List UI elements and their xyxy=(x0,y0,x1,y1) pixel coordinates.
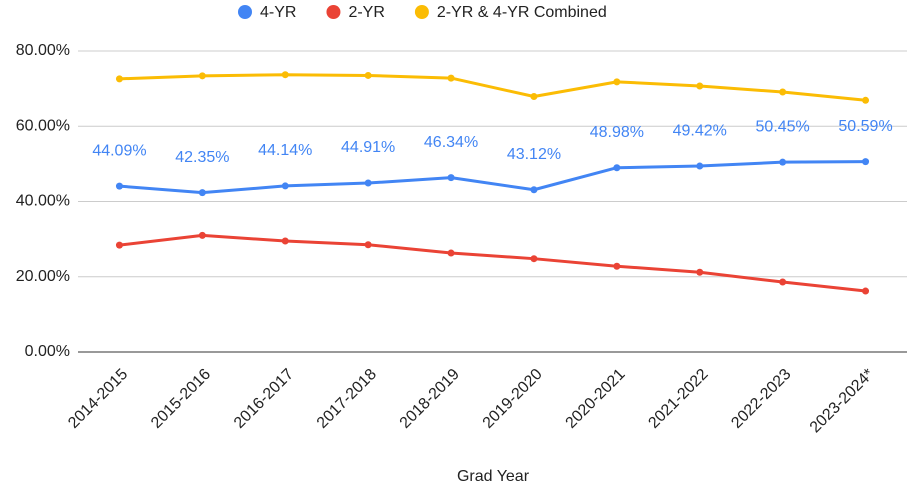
data-point xyxy=(198,189,206,197)
data-point xyxy=(862,96,870,104)
data-point xyxy=(779,158,787,166)
x-tick-label: 2022-2023 xyxy=(728,366,794,432)
data-point xyxy=(281,71,289,79)
x-tick-label: 2021-2022 xyxy=(645,366,711,432)
data-label: 44.14% xyxy=(258,142,312,159)
x-axis-label: Grad Year xyxy=(457,468,530,485)
legend-label: 4-YR xyxy=(260,4,296,21)
data-point xyxy=(447,174,455,182)
legend-label: 2-YR xyxy=(348,4,384,21)
data-point xyxy=(364,241,372,249)
data-point xyxy=(696,162,704,170)
data-point xyxy=(779,88,787,96)
x-tick-label: 2023-2024* xyxy=(807,366,878,437)
data-label: 48.98% xyxy=(590,124,644,141)
legend: 4-YR 2-YR 2-YR & 4-YR Combined xyxy=(238,4,607,21)
y-tick-label: 0.00% xyxy=(25,343,70,360)
data-point xyxy=(613,164,621,172)
data-point xyxy=(447,74,455,82)
data-point xyxy=(115,241,123,249)
series-line xyxy=(119,160,866,195)
legend-swatch xyxy=(326,5,341,19)
x-tick-label: 2018-2019 xyxy=(397,366,463,432)
data-label: 46.34% xyxy=(424,134,478,151)
data-label: 43.12% xyxy=(507,146,561,163)
legend-label: 2-YR & 4-YR Combined xyxy=(437,4,607,21)
data-point xyxy=(530,255,538,263)
data-label: 44.09% xyxy=(92,142,146,159)
legend-swatch xyxy=(238,5,252,19)
data-point xyxy=(198,231,206,239)
data-point xyxy=(364,71,372,79)
data-point xyxy=(530,93,538,101)
y-tick-label: 20.00% xyxy=(16,268,70,285)
x-tick-label: 2015-2016 xyxy=(148,366,214,432)
data-point xyxy=(281,237,289,245)
data-point xyxy=(696,82,704,90)
x-tick-label: 2016-2017 xyxy=(231,366,297,432)
data-point xyxy=(530,186,538,194)
data-label: 50.45% xyxy=(756,118,810,135)
data-point xyxy=(115,182,123,190)
x-tick-label: 2019-2020 xyxy=(480,366,546,432)
data-label: 50.59% xyxy=(838,118,892,135)
data-point xyxy=(613,78,621,86)
x-tick-label: 2020-2021 xyxy=(563,366,629,432)
data-point xyxy=(862,287,870,295)
legend-swatch xyxy=(414,5,429,19)
data-point xyxy=(696,268,704,276)
data-label: 49.42% xyxy=(673,122,727,139)
data-point xyxy=(364,179,372,187)
data-label: 42.35% xyxy=(175,149,229,166)
series-line xyxy=(119,233,866,293)
y-tick-label: 80.00% xyxy=(16,42,70,59)
data-point xyxy=(779,278,787,286)
data-point xyxy=(613,262,621,270)
data-label: 44.91% xyxy=(341,139,395,156)
data-point xyxy=(447,249,455,257)
y-tick-label: 60.00% xyxy=(16,117,70,134)
data-point xyxy=(198,72,206,80)
y-tick-label: 40.00% xyxy=(16,193,70,210)
x-tick-label: 2014-2015 xyxy=(65,366,131,432)
data-point xyxy=(862,158,870,166)
series-line xyxy=(119,73,866,102)
x-tick-label: 2017-2018 xyxy=(314,366,380,432)
data-point xyxy=(115,75,123,83)
data-point xyxy=(281,182,289,190)
